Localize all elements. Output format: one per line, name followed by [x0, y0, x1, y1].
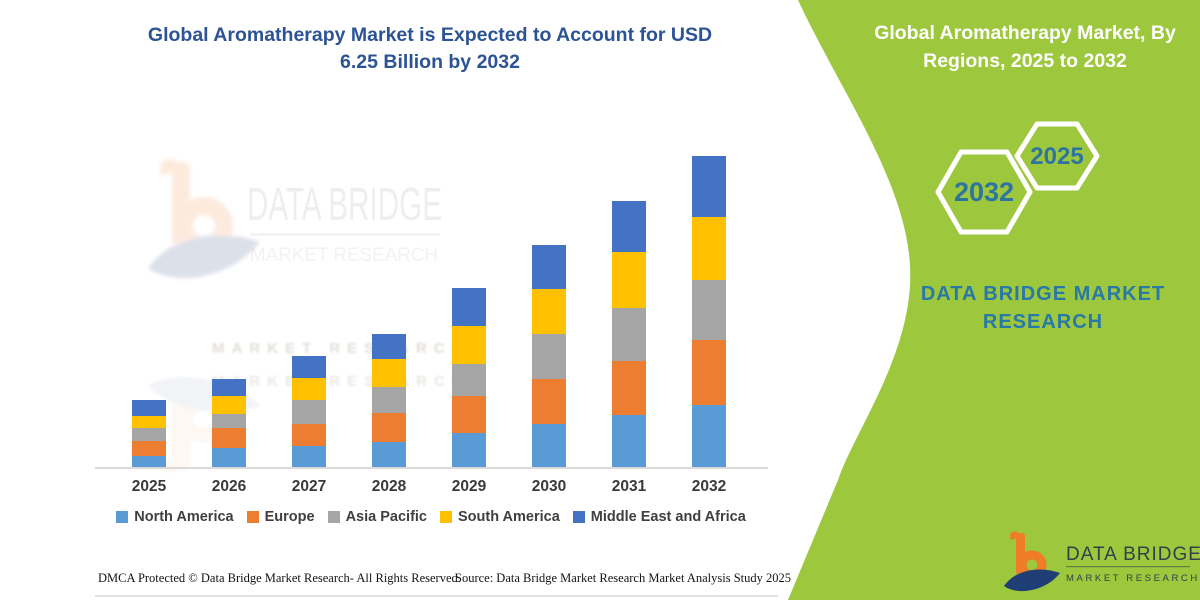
bar-segment-2028 [372, 442, 406, 468]
watermark-title: DATA BRIDGE [247, 178, 442, 230]
bar-segment-2030 [532, 244, 566, 289]
legend-item: Asia Pacific [327, 509, 427, 525]
bar-segment-2027 [292, 423, 326, 446]
bar-segment-2029 [452, 432, 486, 468]
bar-segment-2029 [452, 288, 486, 326]
bar-segment-2029 [452, 363, 486, 396]
dbmr-logo: DATA BRIDGE MARKET RESEARCH [1004, 531, 1200, 591]
bar-segment-2027 [292, 399, 326, 424]
hexagon-badges [935, 121, 1100, 235]
brand-text-line1: DATA BRIDGE MARKET [921, 283, 1165, 305]
bottom-divider-line [95, 595, 778, 597]
bar-segment-2025 [132, 400, 166, 416]
bar-segment-2029 [452, 326, 486, 364]
bar-segment-2026 [212, 448, 246, 468]
bar-segment-2025 [132, 427, 166, 441]
x-axis-label: 2028 [371, 478, 407, 495]
bar-segment-2032 [692, 405, 726, 468]
legend-swatch [572, 511, 585, 523]
dbmr-logo-sub: MARKET RESEARCH [1066, 573, 1200, 584]
bar-segment-2027 [292, 378, 326, 400]
legend-item: Middle East and Africa [572, 509, 746, 525]
footer-source: Source: Data Bridge Market Research Mark… [455, 571, 792, 585]
brand-text-line2: RESEARCH [983, 311, 1103, 333]
bar-segment-2027 [292, 355, 326, 378]
dbmr-logo-name: DATA BRIDGE [1066, 544, 1200, 565]
chart-title-line1: Global Aromatherapy Market is Expected t… [147, 24, 713, 46]
bar-segment-2027 [292, 445, 326, 468]
bar-segment-2025 [132, 416, 166, 428]
bar-segment-2031 [612, 200, 646, 252]
green-panel-shape [788, 0, 1200, 600]
bar-segment-2025 [132, 455, 166, 468]
bar-segment-2031 [612, 414, 646, 468]
legend-item: Europe [246, 509, 315, 525]
footer-dmca: DMCA Protected © Data Bridge Market Rese… [98, 571, 461, 585]
bar-segment-2032 [692, 280, 726, 340]
legend-swatch [246, 511, 259, 523]
bar-segment-2029 [452, 396, 486, 433]
legend-label: Asia Pacific [345, 509, 427, 525]
bar-segment-2031 [612, 307, 646, 361]
x-axis-label: 2030 [531, 478, 567, 495]
bar-segment-2030 [532, 333, 566, 379]
bar-segment-2026 [212, 378, 246, 396]
right-panel-title: Global Aromatherapy Market, By Regions, … [874, 22, 1176, 72]
hexagon-2032 [935, 149, 1033, 235]
legend-label: Middle East and Africa [590, 509, 746, 525]
watermark-subtitle: MARKET RESEARCH [250, 245, 438, 266]
bar-segment-2026 [212, 428, 246, 448]
dbmr-logo-divider [1066, 566, 1190, 568]
legend-label: Europe [264, 509, 315, 525]
bar-segment-2026 [212, 395, 246, 414]
legend-label: North America [134, 509, 234, 525]
x-axis-label: 2026 [211, 478, 247, 495]
chart-title: Global Aromatherapy Market is Expected t… [95, 22, 765, 76]
chart-title-line2: 6.25 Billion by 2032 [340, 51, 520, 73]
x-axis-label: 2029 [451, 478, 487, 495]
bar-segment-2030 [532, 288, 566, 334]
chart-legend: North America Europe Asia Pacific South Ame… [95, 509, 767, 525]
legend-item: North America [116, 509, 234, 525]
legend-item: South America [440, 509, 560, 525]
hexagon-2025-year: 2025 [1030, 143, 1083, 170]
bar-segment-2028 [372, 386, 406, 413]
legend-label: South America [458, 509, 560, 525]
legend-swatch [327, 511, 340, 523]
x-axis-label: 2032 [691, 478, 727, 495]
bar-segment-2031 [612, 252, 646, 308]
x-axis-label: 2027 [291, 478, 327, 495]
hexagon-2032-year: 2032 [954, 177, 1014, 207]
legend-swatch [116, 511, 129, 523]
bar-segment-2028 [372, 413, 406, 442]
bar-segment-2031 [612, 361, 646, 415]
x-axis-line [95, 467, 768, 469]
bar-segment-2030 [532, 423, 566, 468]
bar-segment-2032 [692, 216, 726, 280]
legend-swatch [440, 511, 452, 523]
bar-chart-plot-area: 2025 2026 2027 2028 2029 2030 2031 2032 [131, 155, 727, 495]
x-axis-label: 2025 [131, 478, 167, 495]
bar-segment-2028 [372, 334, 406, 359]
bar-segment-2032 [692, 155, 726, 217]
watermark-underline [250, 233, 440, 236]
hexagon-2025 [1014, 121, 1100, 191]
bar-segment-2025 [132, 440, 166, 456]
x-axis-label: 2031 [611, 478, 647, 495]
bar-segment-2026 [212, 413, 246, 428]
watermark: DATA BRIDGE MARKET RESEARCH [148, 159, 442, 472]
bar-segment-2032 [692, 340, 726, 405]
bar-segment-2030 [532, 378, 566, 424]
bar-segment-2028 [372, 359, 406, 387]
